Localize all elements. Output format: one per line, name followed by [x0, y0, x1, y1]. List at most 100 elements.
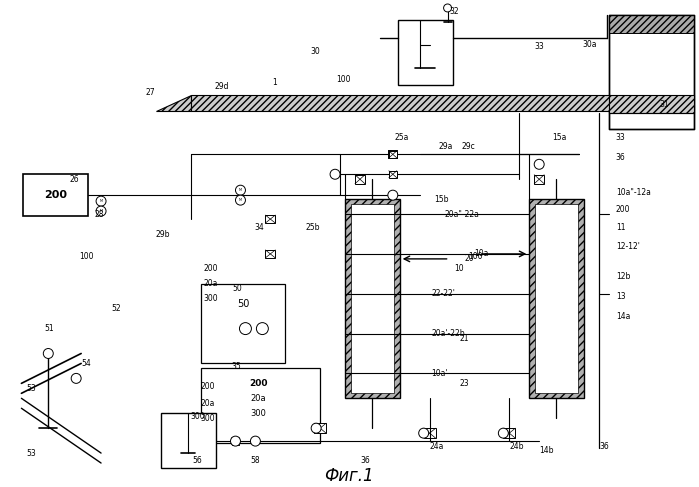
Text: 27: 27 [146, 88, 155, 97]
Text: 20a: 20a [201, 399, 215, 408]
Text: 15b: 15b [435, 195, 449, 204]
Text: M: M [99, 199, 103, 203]
Text: 1: 1 [273, 78, 277, 87]
Text: M: M [239, 188, 242, 192]
Text: 29d: 29d [215, 82, 229, 91]
Bar [314, 423, 326, 433]
Text: 25a: 25a [395, 133, 409, 142]
Bar [389, 150, 397, 158]
Circle shape [96, 206, 106, 216]
Text: 33: 33 [534, 42, 544, 51]
Text: 13: 13 [616, 292, 626, 301]
Circle shape [96, 196, 106, 206]
Text: 100: 100 [468, 252, 483, 262]
Text: 200: 200 [203, 264, 218, 273]
Circle shape [330, 169, 340, 179]
Circle shape [257, 322, 268, 335]
Text: 22-22': 22-22' [432, 289, 456, 298]
Text: 10: 10 [454, 264, 464, 273]
Text: 36: 36 [616, 153, 626, 162]
Bar [529, 199, 584, 398]
Text: 24b: 24b [510, 442, 524, 450]
Text: 50: 50 [233, 284, 243, 293]
Bar [266, 250, 275, 258]
Circle shape [498, 428, 508, 438]
Text: 36: 36 [599, 442, 609, 450]
Text: 300: 300 [201, 414, 215, 423]
Circle shape [236, 185, 245, 195]
Text: 30: 30 [310, 47, 320, 56]
Text: 100: 100 [336, 75, 351, 84]
Bar [161, 413, 215, 468]
Circle shape [43, 349, 53, 358]
Text: M: M [239, 198, 242, 202]
Text: 21: 21 [459, 334, 469, 343]
Text: 20a"-22a: 20a"-22a [445, 209, 480, 219]
Polygon shape [156, 94, 191, 111]
Text: 300: 300 [191, 412, 206, 421]
Text: 12-12': 12-12' [616, 243, 640, 251]
Text: 56: 56 [193, 455, 203, 465]
Text: 34: 34 [254, 223, 264, 231]
Bar [534, 175, 544, 184]
Text: 200: 200 [616, 205, 630, 214]
Circle shape [71, 374, 81, 383]
Text: 31: 31 [660, 100, 670, 109]
Text: 29c: 29c [461, 142, 475, 151]
Circle shape [250, 436, 261, 446]
Text: 53: 53 [27, 384, 36, 393]
Text: 100: 100 [79, 252, 94, 262]
Bar [266, 215, 275, 223]
Text: 20a'-22b: 20a'-22b [432, 329, 466, 338]
Text: 15a: 15a [552, 133, 566, 142]
Text: M: M [99, 209, 103, 213]
Text: 23: 23 [459, 379, 469, 388]
Text: 51: 51 [44, 324, 54, 333]
Circle shape [311, 423, 321, 433]
Bar [345, 199, 400, 398]
Bar [609, 15, 693, 33]
Text: 25b: 25b [305, 223, 319, 231]
Text: 200: 200 [201, 382, 215, 391]
Circle shape [240, 322, 252, 335]
Text: 24a: 24a [430, 442, 444, 450]
Text: 54: 54 [81, 359, 91, 368]
Text: 12b: 12b [616, 272, 630, 281]
Text: 10a: 10a [475, 249, 489, 259]
Text: 58: 58 [250, 455, 260, 465]
Text: 36: 36 [360, 455, 370, 465]
Bar [424, 428, 435, 438]
Text: 10a': 10a' [432, 369, 448, 378]
Text: 35: 35 [231, 362, 241, 371]
Bar [609, 94, 693, 112]
Circle shape [231, 436, 240, 446]
Bar [389, 151, 397, 158]
Text: 300: 300 [203, 294, 218, 303]
Text: 300: 300 [250, 409, 266, 418]
Text: 20a: 20a [203, 279, 218, 288]
Text: 20: 20 [465, 254, 474, 263]
Circle shape [444, 4, 452, 12]
Text: 29b: 29b [156, 229, 171, 239]
Circle shape [419, 428, 428, 438]
Bar [351, 204, 394, 393]
Text: 26: 26 [69, 175, 79, 184]
Text: 14a: 14a [616, 312, 630, 321]
Circle shape [236, 195, 245, 205]
Text: 50: 50 [237, 299, 250, 309]
Text: 53: 53 [27, 449, 36, 458]
Text: 29a: 29a [438, 142, 453, 151]
Bar [398, 20, 452, 85]
Bar [23, 174, 88, 216]
Text: 200: 200 [249, 379, 268, 388]
Bar [535, 204, 578, 393]
Bar [231, 438, 240, 445]
Bar [389, 171, 397, 178]
Text: 14b: 14b [539, 446, 554, 454]
Bar [609, 15, 693, 130]
Text: 52: 52 [111, 304, 121, 313]
Circle shape [388, 190, 398, 200]
Circle shape [534, 159, 544, 169]
Text: Фиг.1: Фиг.1 [324, 467, 374, 485]
Text: 30a: 30a [582, 40, 596, 49]
